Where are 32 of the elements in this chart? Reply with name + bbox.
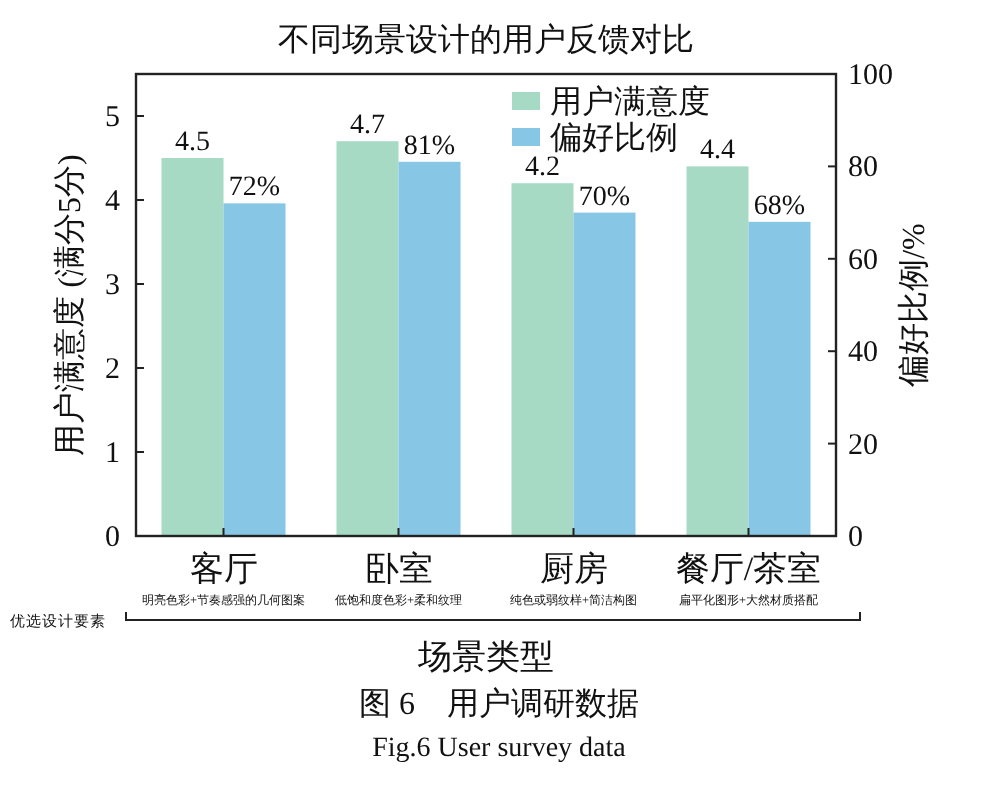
y-tick-label: 2 [105,354,120,386]
data-label: 4.2 [525,153,560,184]
y-tick-label: 3 [105,270,120,302]
y-tick-label: 5 [105,102,120,134]
y2-tick-label: 100 [848,60,893,92]
y2-tick-label: 60 [848,244,878,277]
data-label: 4.5 [175,128,210,158]
y-tick-label: 4 [105,186,121,218]
y2-axis-title: 偏好比例/% [896,223,932,387]
y-tick-label: 0 [105,522,120,554]
legend-label: 偏好比例 [550,120,678,156]
data-label: 4.7 [350,111,385,142]
x-tick-label: 厨房 [539,550,608,588]
y2-tick-label: 80 [848,152,878,185]
chart-title: 不同场景设计的用户反馈对比 [278,22,694,58]
data-label: 68% [753,191,806,222]
x-axis-title: 场景类型 [416,638,554,676]
y-axis-title: 用户满意度 (满分5分) [52,154,88,456]
caption: 图 6 用户调研数据 [359,686,639,722]
x-tick-label: 餐厅/茶室 [675,550,822,588]
y2-tick-label: 20 [848,429,878,462]
x-tick-label: 卧室 [364,550,433,588]
caption: Fig.6 User survey data [372,734,628,764]
legend-label: 用户满意度 [550,84,710,120]
data-label: 70% [578,182,631,213]
data-label: 81% [403,131,456,162]
y-tick-label: 1 [105,438,120,470]
data-label: 4.4 [700,136,735,167]
x-tick-label: 客厅 [189,550,258,588]
data-label: 72% [228,173,281,204]
y2-tick-label: 0 [848,522,863,554]
y2-tick-label: 40 [848,337,878,370]
